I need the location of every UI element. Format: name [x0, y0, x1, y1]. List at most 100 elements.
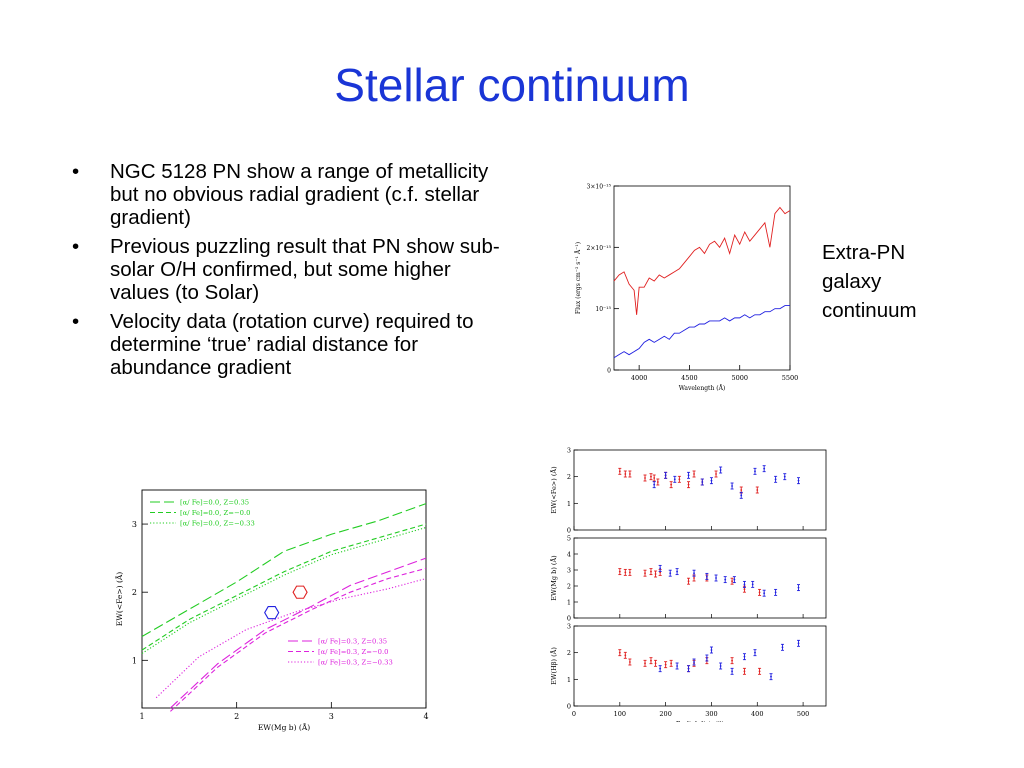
bullet-item-1: • NGC 5128 PN show a range of metallicity…	[70, 160, 500, 229]
red-data-point	[618, 568, 622, 576]
blue-data-point	[762, 589, 766, 597]
spectrum-x-tick-label: 5000	[731, 374, 748, 382]
blue-data-point	[719, 466, 723, 474]
blue-data-point	[709, 646, 713, 654]
spectrum-y-label: Flux (ergs cm⁻² s⁻¹ Å⁻¹)	[574, 242, 582, 314]
spectrum-frame	[613, 185, 791, 371]
radial-y-tick-label: 3	[567, 447, 571, 455]
red-data-point	[623, 651, 627, 659]
red-data-point	[755, 486, 759, 494]
radial-x-tick-label: 200	[659, 710, 671, 718]
model-line-2	[141, 526, 427, 654]
blue-data-point	[762, 465, 766, 473]
spectrum-y-tick-label: 10⁻¹⁵	[595, 306, 611, 313]
bullet-text-3: Velocity data (rotation curve) required …	[110, 310, 474, 379]
bullet-list: • NGC 5128 PN show a range of metallicity…	[70, 160, 500, 385]
red-data-point	[656, 478, 660, 486]
bullet-text-2: Previous puzzling result that PN show su…	[110, 235, 500, 304]
radial-y-tick-label: 4	[567, 551, 571, 559]
radial-x-tick-label: 300	[705, 710, 717, 718]
blue-data-point	[700, 478, 704, 486]
radial-panel-frame-1	[573, 449, 827, 531]
red-data-point	[714, 470, 718, 478]
radial-panel-frame-2	[573, 537, 827, 619]
index-y-tick-label: 3	[132, 520, 137, 529]
spectrum-x-tick-label: 4000	[631, 374, 648, 382]
radial-y-label-3: EW(Hβ) (Å)	[549, 647, 558, 685]
red-data-point	[664, 661, 668, 669]
blue-data-point	[709, 477, 713, 485]
model-line-4	[170, 567, 427, 712]
radial-y-tick-label: 5	[567, 535, 571, 543]
blue-data-point	[753, 649, 757, 657]
blue-data-point	[687, 471, 691, 479]
bullet-marker: •	[72, 160, 80, 183]
spectrum-chart: 4000 4500 5000 5500 0 10⁻¹⁵ 2×10⁻¹⁵ 3×10⁻¹⁵ Wave…	[574, 184, 798, 393]
radial-y-tick-label: 1	[567, 676, 571, 684]
red-data-point	[758, 667, 762, 675]
radial-y-tick-label: 0	[567, 527, 571, 535]
red-data-point	[628, 658, 632, 666]
blue-data-point	[751, 580, 755, 588]
spectrum-blue-line	[613, 305, 790, 359]
slide-title: Stellar continuum	[334, 59, 690, 111]
radial-y-tick-label: 2	[567, 473, 571, 481]
blue-data-point	[658, 665, 662, 673]
blue-data-point	[742, 653, 746, 661]
blue-data-point	[774, 588, 778, 596]
blue-data-point	[732, 576, 736, 584]
red-hexagon-marker	[292, 585, 308, 599]
red-data-point	[628, 568, 632, 576]
blue-data-point	[692, 658, 696, 666]
blue-data-point	[705, 654, 709, 662]
bullet-item-3: • Velocity data (rotation curve) required…	[70, 310, 500, 379]
red-data-point	[643, 659, 647, 667]
radial-y-label-1: EW(<Fe>) (Å)	[549, 466, 558, 514]
blue-data-point	[675, 662, 679, 670]
radial-y-tick-label: 0	[567, 703, 571, 711]
spectrum-x-tick-label: 5500	[782, 374, 798, 382]
blue-data-point	[797, 477, 801, 485]
radial-y-tick-label: 2	[567, 583, 571, 591]
radial-y-tick-label: 1	[567, 500, 571, 508]
red-data-point	[669, 481, 673, 489]
bottom-legend-label: [α/ Fe]=0.3, Z=−0.0	[318, 648, 388, 656]
blue-data-point	[774, 475, 778, 483]
red-data-point	[730, 657, 734, 665]
red-data-point	[643, 569, 647, 577]
blue-data-point	[675, 568, 679, 576]
blue-data-point	[692, 569, 696, 577]
spectrum-x-tick-label: 4500	[681, 374, 698, 382]
blue-data-point	[753, 467, 757, 475]
index-index-chart: 1 2 3 4 1 2 3 EW(Mg b) (Å) EW(<Fe>) (Å) [α/ Fe]=0…	[115, 489, 429, 732]
spectrum-red-line	[613, 206, 791, 315]
blue-data-point	[668, 569, 672, 577]
index-y-tick-label: 1	[132, 656, 137, 665]
red-data-point	[623, 470, 627, 478]
radial-panel-frame-3	[573, 625, 827, 707]
blue-data-point	[705, 572, 709, 580]
radial-y-tick-label: 0	[567, 615, 571, 623]
blue-data-point	[783, 473, 787, 481]
red-data-point	[618, 467, 622, 475]
red-data-point	[687, 577, 691, 585]
radial-x-label: Radial dist. ('')	[676, 720, 725, 722]
blue-data-point	[797, 584, 801, 592]
bottom-legend-label: [α/ Fe]=0.3, Z=0.35	[318, 638, 387, 646]
top-legend-label: [α/ Fe]=0.0, Z=−0.33	[180, 520, 255, 528]
top-legend-label: [α/ Fe]=0.0, Z=−0.0	[180, 509, 250, 517]
red-data-point	[649, 568, 653, 576]
blue-data-point	[739, 491, 743, 499]
spectrum-y-tick-label: 2×10⁻¹⁵	[587, 245, 612, 252]
blue-data-point	[723, 576, 727, 584]
red-data-point	[677, 475, 681, 483]
index-y-label: EW(<Fe>) (Å)	[115, 572, 124, 627]
blue-data-point	[780, 643, 784, 651]
bullet-item-2: • Previous puzzling result that PN show s…	[70, 235, 500, 304]
radial-y-label-2: EW(Mg b) (Å)	[549, 555, 558, 601]
red-data-point	[758, 588, 762, 596]
blue-hexagon-marker	[264, 606, 280, 620]
red-data-point	[692, 470, 696, 478]
red-data-point	[652, 474, 656, 482]
index-frame	[141, 489, 427, 709]
